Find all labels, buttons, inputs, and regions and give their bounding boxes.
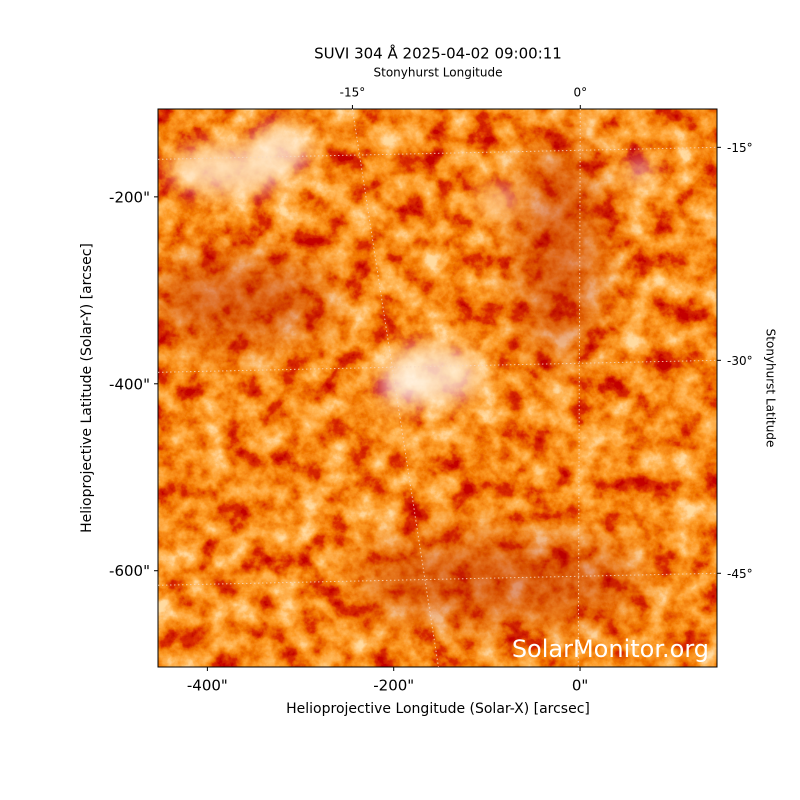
grid-line — [157, 359, 718, 373]
grid-line — [157, 146, 718, 160]
y-tick-label: -200" — [109, 188, 150, 206]
y2-axis-label: Stonyhurst Latitude — [764, 329, 778, 448]
y2-tick-label: -30° — [727, 354, 753, 368]
grid-line — [157, 572, 718, 586]
plot-frame — [157, 108, 718, 668]
y-tick-label: -600" — [109, 562, 150, 580]
x2-tick-label: 0° — [573, 86, 587, 100]
y2-tick-label: -15° — [727, 141, 753, 155]
x2-axis-label: Stonyhurst Longitude — [374, 66, 503, 80]
watermark: SolarMonitor.org — [512, 635, 709, 663]
y2-tick-label: -45° — [727, 567, 753, 581]
x-tick-label: 0" — [572, 677, 588, 695]
x-tick-label: -400" — [187, 677, 228, 695]
solar-image — [158, 109, 717, 667]
x2-tick-label: -15° — [340, 86, 366, 100]
x-axis-label: Helioprojective Longitude (Solar-X) [arc… — [286, 701, 590, 717]
y-axis-label: Helioprojective Latitude (Solar-Y) [arcs… — [79, 243, 95, 533]
chart-title: SUVI 304 Å 2025-04-02 09:00:11 — [314, 44, 562, 63]
y-tick-label: -400" — [109, 375, 150, 393]
grid-line — [577, 108, 581, 668]
x-tick-label: -200" — [373, 677, 414, 695]
